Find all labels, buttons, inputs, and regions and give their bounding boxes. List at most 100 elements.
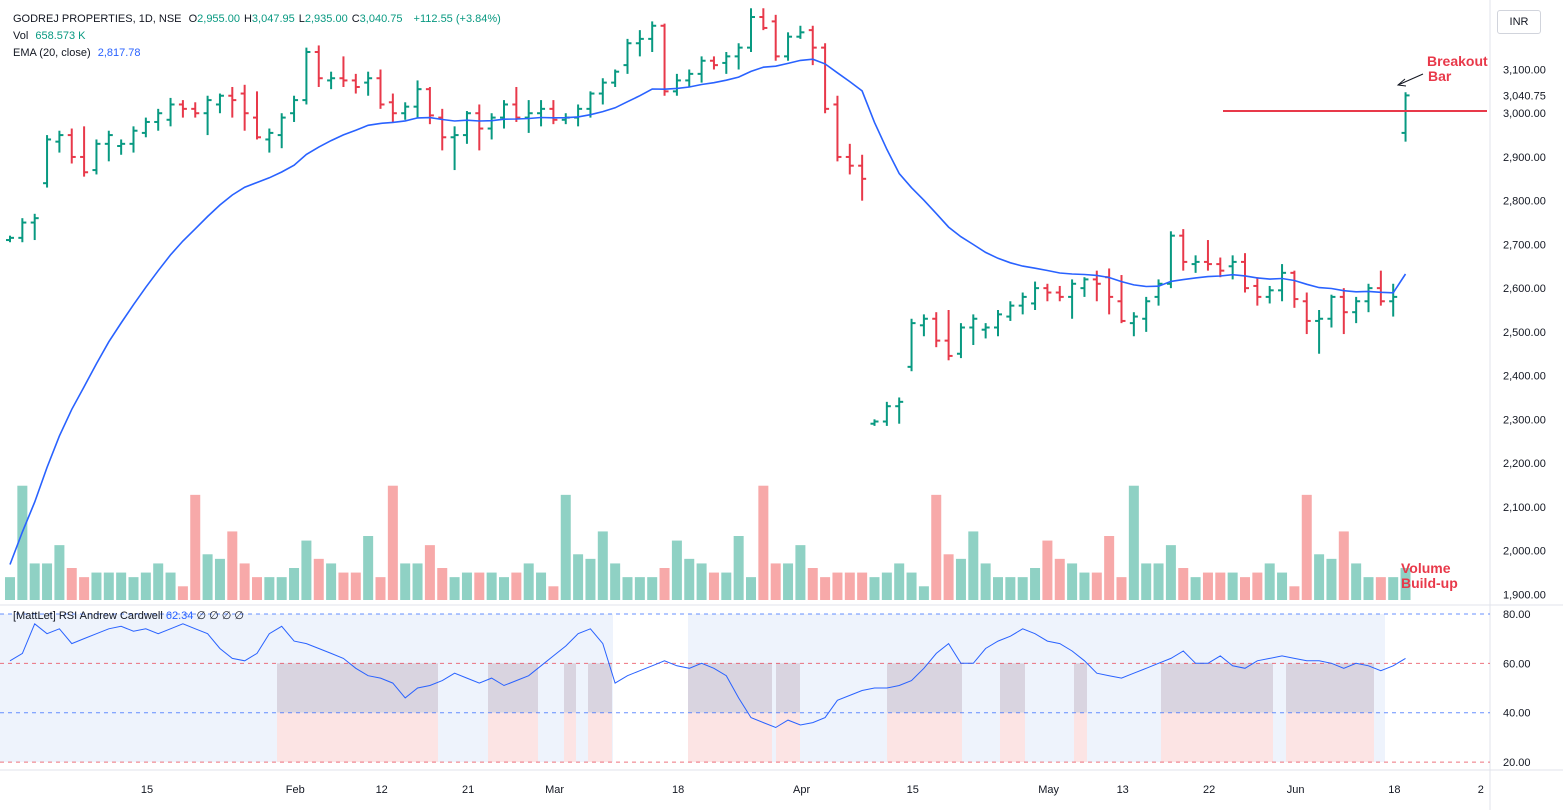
rsi-zone-low-10 — [1286, 712, 1374, 763]
volume-bar — [1326, 558, 1337, 600]
rsi-zone-9 — [1161, 663, 1273, 713]
ema-series — [9, 58, 1407, 565]
ema-legend: EMA (20, close) 2,817.78 — [13, 46, 145, 60]
volume-bar — [1153, 563, 1164, 600]
volume-bar — [214, 558, 225, 600]
volume-bar — [955, 558, 966, 600]
ohlc-item-o: O2,955.00 — [188, 13, 240, 25]
volume-bar — [733, 536, 744, 600]
volume-bar — [289, 568, 300, 600]
volume-bar — [918, 586, 929, 600]
volume-bar — [1388, 577, 1399, 600]
volume-bar — [264, 577, 275, 600]
rsi-background — [0, 613, 1385, 763]
rsi-value: 62.34 — [165, 610, 194, 622]
rsi-zone-8 — [1074, 663, 1087, 713]
rsi-series — [9, 622, 1406, 729]
volume-bar — [79, 577, 90, 600]
volume-bar — [1277, 572, 1288, 600]
time-tick-label: 22 — [1203, 784, 1215, 796]
volume-annotation: Volume Build-up — [1401, 561, 1458, 591]
volume-bar — [1079, 572, 1090, 600]
rsi-zone-7 — [1000, 663, 1025, 713]
volume-bar — [165, 572, 176, 600]
price-tick-label: 2,800.00 — [1503, 196, 1546, 208]
volume-bar — [684, 558, 695, 600]
time-tick-label: 12 — [376, 784, 388, 796]
volume-bar — [387, 485, 398, 600]
volume-bar — [190, 494, 201, 600]
rsi-zone-low-0 — [277, 712, 438, 763]
volume-bar — [968, 531, 979, 600]
volume-bar — [400, 563, 411, 600]
volume-bar — [659, 568, 670, 600]
volume-bar — [54, 545, 65, 600]
volume-bar — [1054, 558, 1065, 600]
rsi-zone-1 — [488, 663, 538, 713]
volume-bar — [252, 577, 262, 600]
time-tick-label: Feb — [286, 784, 305, 796]
volume-bar — [375, 577, 386, 600]
volume-bar — [363, 536, 374, 600]
volume-bar — [560, 494, 571, 600]
volume-bar — [1314, 554, 1325, 600]
rsi-zone-4 — [688, 663, 772, 713]
rsi-tick-label: 80.00 — [1503, 609, 1531, 621]
volume-bar — [943, 554, 954, 600]
symbol-title: GODREJ PROPERTIES, 1D, NSE — [13, 13, 182, 25]
volume-bar — [622, 577, 633, 600]
breakout-line-1: Breakout — [1427, 53, 1488, 69]
volume-bar — [573, 554, 584, 600]
time-tick-label: Apr — [793, 784, 810, 796]
volume-bar — [1017, 577, 1028, 600]
volume-bar — [313, 558, 324, 600]
volume-bar — [1301, 494, 1312, 600]
volume-bar — [597, 531, 608, 600]
volume-bar — [783, 563, 794, 600]
volume-bar — [449, 577, 460, 600]
volume-bar — [499, 577, 509, 600]
volume-bar — [128, 577, 139, 600]
volume-bar — [536, 572, 547, 600]
volume-bar — [202, 554, 213, 600]
volume-bar — [17, 485, 28, 600]
rsi-zone-low-7 — [1000, 712, 1025, 763]
volume-bar — [1240, 577, 1250, 600]
rsi-zone-low-5 — [776, 712, 800, 763]
volume-bar — [326, 563, 337, 600]
breakout-annotation: Breakout Bar — [1427, 54, 1488, 84]
volume-bar — [795, 545, 806, 600]
volume-bar — [696, 563, 707, 600]
volume-bar — [1400, 568, 1411, 600]
ohlc-item-h: H3,047.95 — [243, 13, 295, 25]
volume-bar — [239, 563, 250, 600]
volume-bar — [820, 577, 831, 600]
rsi-zone-low-8 — [1074, 712, 1087, 763]
volume-bar — [881, 572, 892, 600]
volume-bar — [1030, 568, 1041, 600]
volume-line-1: Volume — [1401, 560, 1451, 576]
volume-line-2: Build-up — [1401, 575, 1458, 591]
volume-bar — [807, 568, 818, 600]
time-tick-label: 18 — [672, 784, 684, 796]
volume-bar — [116, 572, 127, 600]
rsi-zone-5 — [776, 663, 800, 713]
price-tick-label: 3,000.00 — [1503, 108, 1546, 120]
currency-button[interactable]: INR — [1497, 10, 1541, 34]
time-tick-label: 18 — [1388, 784, 1400, 796]
time-tick-label: 15 — [141, 784, 153, 796]
breakout-arrow-head-icon — [1396, 78, 1407, 87]
volume-bar — [832, 572, 843, 600]
rsi-zone-low-1 — [488, 712, 538, 763]
rsi-zone-6 — [887, 663, 962, 713]
annotations-layer — [1223, 73, 1487, 113]
rsi-zone-10 — [1286, 663, 1374, 713]
volume-series — [5, 485, 1411, 600]
rsi-zone-low-6 — [887, 712, 962, 763]
volume-bar — [276, 577, 287, 600]
price-tick-label: 2,200.00 — [1503, 458, 1546, 470]
time-tick-label: 13 — [1117, 784, 1129, 796]
rsi-legend: [MattLet] RSI Andrew Cardwell 62.34 ∅ ∅ … — [13, 609, 244, 622]
volume-bar — [1289, 586, 1300, 600]
